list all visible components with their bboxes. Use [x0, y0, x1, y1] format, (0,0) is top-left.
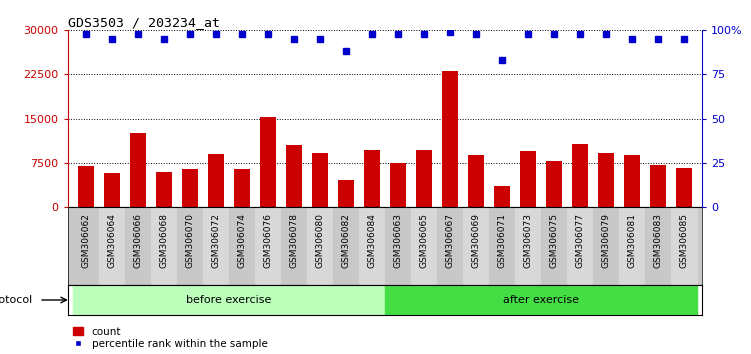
Text: GSM306082: GSM306082	[342, 213, 351, 268]
Bar	[156, 172, 172, 207]
Bar	[385, 207, 411, 285]
Bar	[411, 207, 437, 285]
Text: GSM306072: GSM306072	[211, 213, 220, 268]
Text: GSM306074: GSM306074	[237, 213, 246, 268]
Bar	[515, 207, 541, 285]
Text: GSM306083: GSM306083	[653, 213, 662, 268]
Bar	[333, 207, 359, 285]
Bar	[281, 207, 307, 285]
Bar	[104, 173, 119, 207]
Bar	[286, 145, 302, 207]
Text: GSM306064: GSM306064	[107, 213, 116, 268]
Text: GSM306066: GSM306066	[134, 213, 142, 268]
Text: GSM306071: GSM306071	[497, 213, 506, 268]
Bar	[307, 207, 333, 285]
Bar	[203, 207, 229, 285]
Bar	[676, 167, 692, 207]
Bar	[494, 187, 510, 207]
Bar	[99, 207, 125, 285]
Text: GSM306077: GSM306077	[575, 213, 584, 268]
Text: GSM306068: GSM306068	[159, 213, 168, 268]
Bar	[125, 207, 151, 285]
Text: GSM306062: GSM306062	[81, 213, 90, 268]
Text: GSM306078: GSM306078	[289, 213, 298, 268]
Bar	[229, 207, 255, 285]
Text: GSM306069: GSM306069	[472, 213, 481, 268]
Bar	[624, 155, 640, 207]
Text: GSM306079: GSM306079	[602, 213, 611, 268]
Bar	[468, 155, 484, 207]
Text: after exercise: after exercise	[503, 295, 579, 305]
Bar	[650, 165, 666, 207]
Text: GSM306067: GSM306067	[445, 213, 454, 268]
Text: GSM306081: GSM306081	[628, 213, 636, 268]
Bar	[130, 133, 146, 207]
Bar	[234, 169, 249, 207]
Bar	[260, 118, 276, 207]
Bar	[437, 207, 463, 285]
Bar	[78, 166, 94, 207]
Text: GSM306073: GSM306073	[523, 213, 532, 268]
Text: GSM306063: GSM306063	[394, 213, 403, 268]
Text: GSM306080: GSM306080	[315, 213, 324, 268]
Text: GSM306076: GSM306076	[264, 213, 273, 268]
Bar	[442, 72, 457, 207]
Text: GSM306084: GSM306084	[367, 213, 376, 268]
Text: GSM306070: GSM306070	[185, 213, 195, 268]
Bar	[182, 169, 198, 207]
Bar	[572, 144, 588, 207]
Text: GSM306085: GSM306085	[680, 213, 689, 268]
Legend: count, percentile rank within the sample: count, percentile rank within the sample	[73, 327, 267, 349]
Bar	[338, 180, 354, 207]
Text: protocol: protocol	[0, 295, 33, 305]
Bar	[385, 285, 697, 315]
Bar	[359, 207, 385, 285]
Bar	[390, 164, 406, 207]
Bar	[312, 153, 327, 207]
Bar	[151, 207, 176, 285]
Bar	[619, 207, 645, 285]
Bar	[463, 207, 489, 285]
Bar	[176, 207, 203, 285]
Bar	[73, 207, 99, 285]
Text: before exercise: before exercise	[186, 295, 272, 305]
Bar	[598, 153, 614, 207]
Bar	[541, 207, 567, 285]
Text: GSM306075: GSM306075	[550, 213, 559, 268]
Bar	[364, 150, 380, 207]
Text: GSM306065: GSM306065	[419, 213, 428, 268]
Bar	[520, 151, 535, 207]
Text: GDS3503 / 203234_at: GDS3503 / 203234_at	[68, 16, 219, 29]
Bar	[416, 150, 432, 207]
Bar	[255, 207, 281, 285]
Bar	[489, 207, 515, 285]
Bar	[593, 207, 619, 285]
Bar	[546, 161, 562, 207]
Bar	[567, 207, 593, 285]
Bar	[645, 207, 671, 285]
Bar	[208, 154, 224, 207]
Bar	[73, 285, 385, 315]
Bar	[671, 207, 697, 285]
